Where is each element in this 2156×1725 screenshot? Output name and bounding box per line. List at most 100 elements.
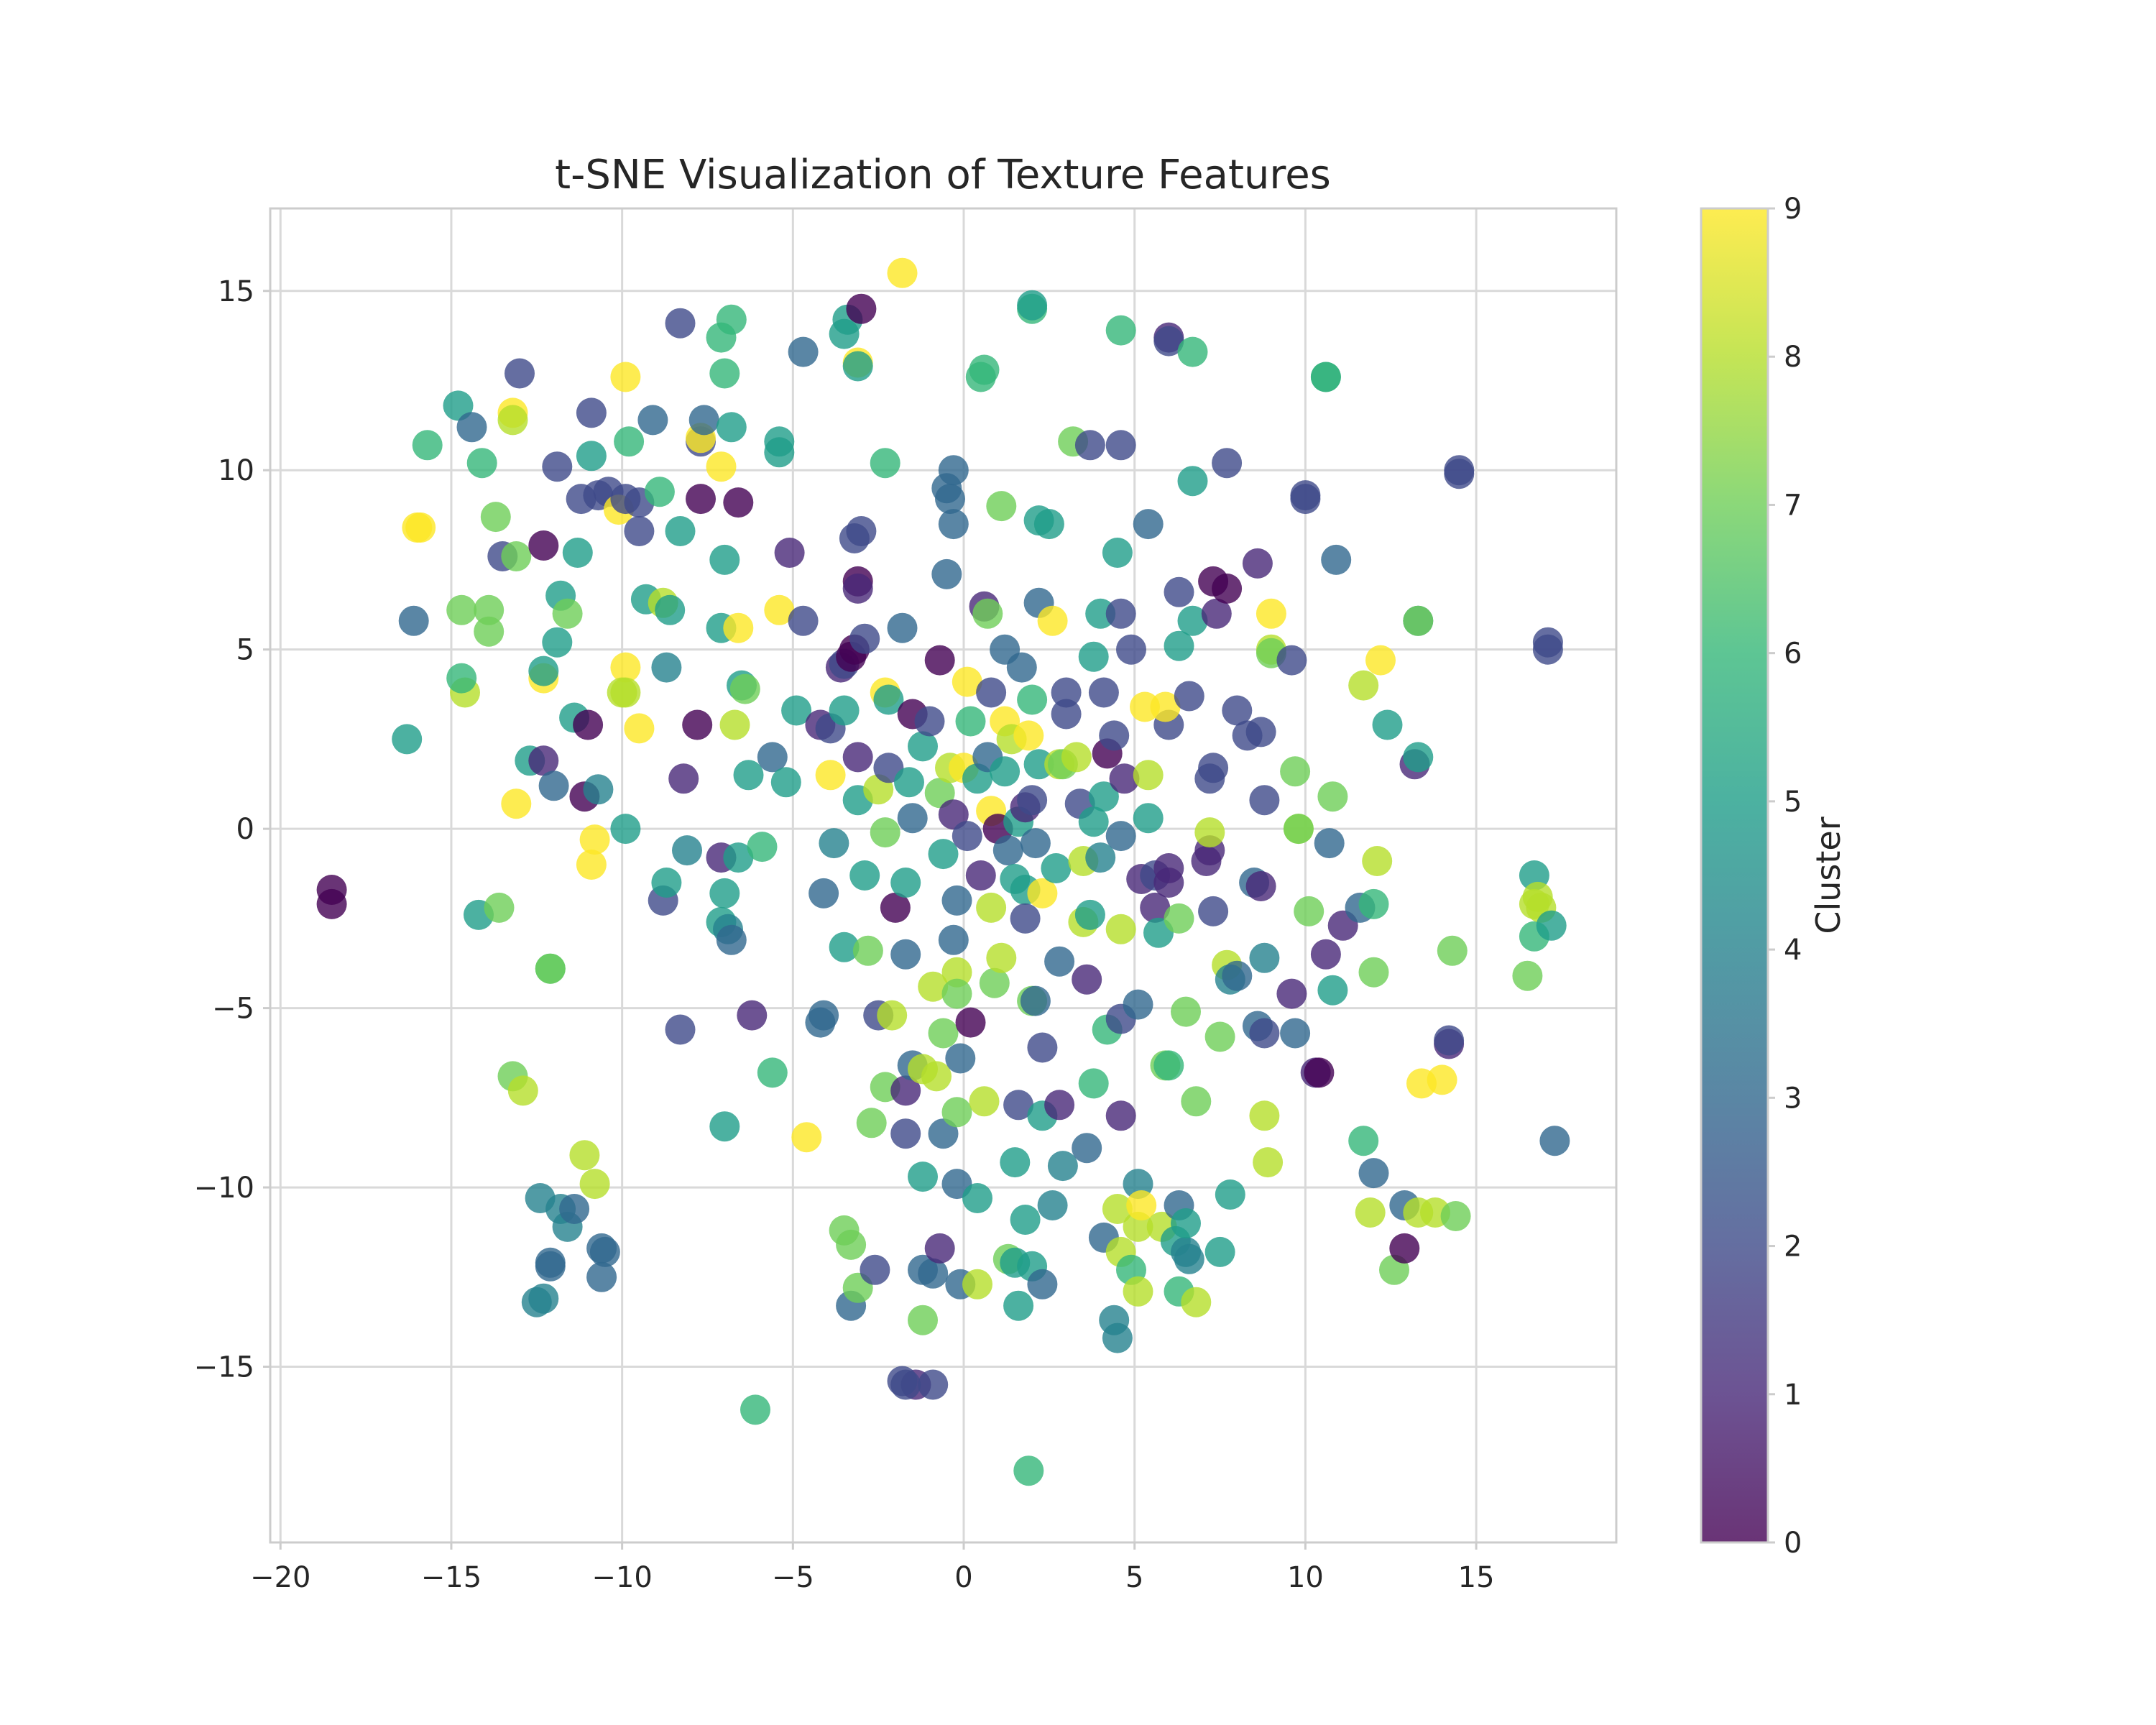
data-point [1013,1455,1044,1486]
colorbar-tick-label: 7 [1784,489,1802,522]
data-point [456,412,487,443]
data-point [955,706,986,737]
data-point [562,538,593,568]
data-point [1174,1243,1204,1274]
data-point [1027,1032,1058,1063]
data-point [1140,892,1171,923]
data-point [1164,630,1194,661]
data-point [1061,742,1092,773]
data-point [1245,717,1276,748]
data-point [644,477,675,507]
x-tick-label: 15 [1458,1561,1495,1594]
data-point [552,598,583,629]
colorbar-ticks: 0 1 2 3 4 5 6 7 8 9 [1768,193,1802,1560]
data-point [921,1061,952,1092]
data-point [655,594,686,625]
data-point [1253,1147,1284,1178]
data-point [890,1118,921,1149]
data-point [870,817,900,848]
data-point [1174,681,1204,712]
data-point [665,516,696,546]
data-point [1099,720,1130,751]
y-tick-label: −15 [194,1351,254,1384]
y-tick-label: −5 [212,993,254,1026]
data-point [1006,652,1037,683]
data-point [1276,978,1307,1009]
x-tick-label: −10 [591,1561,652,1594]
data-point [709,358,740,389]
data-point [1133,509,1164,540]
data-point [1017,785,1048,816]
data-point [808,1000,839,1031]
data-point [610,814,641,845]
data-point [1041,853,1072,883]
data-point [501,541,532,571]
data-point [952,821,982,852]
data-point [1201,598,1232,629]
data-point [764,437,795,468]
data-point [528,656,559,686]
data-point [576,397,607,428]
data-point [908,1305,938,1335]
data-point [829,695,860,726]
data-point [665,1014,696,1045]
data-point [945,1043,976,1074]
data-point [576,441,607,472]
data-point [860,1254,890,1285]
colorbar-tick-label: 6 [1784,638,1802,671]
data-point [941,957,972,988]
data-point [1177,466,1208,497]
data-point [1539,1126,1570,1156]
data-point [1222,695,1253,726]
data-point [723,842,754,873]
data-point [941,1097,972,1128]
data-point [969,1086,1000,1117]
data-point [1013,720,1044,751]
data-point [723,487,754,518]
colorbar-tick-label: 8 [1784,341,1802,374]
data-point [1133,803,1164,834]
data-point [1348,670,1379,701]
data-point [1072,964,1102,995]
data-point [1314,828,1345,859]
data-point [1365,645,1396,676]
data-point [1362,846,1393,876]
data-point [938,799,969,830]
data-point [729,673,760,704]
data-point [1310,362,1341,392]
data-point [842,351,873,382]
colorbar-frame [1700,207,1769,1544]
data-point [1037,605,1068,636]
data-point [890,868,921,898]
data-point [938,509,969,540]
colorbar-tick-label: 9 [1784,193,1802,226]
data-point [986,491,1017,522]
data-point [1164,903,1194,934]
data-point [1440,1201,1471,1231]
plot-frame [269,207,1618,1544]
data-point [1000,1147,1031,1178]
data-point [819,828,849,859]
data-point [952,666,982,697]
data-point [501,788,532,819]
data-point [709,544,740,575]
data-point [938,455,969,486]
data-point [887,612,918,643]
data-point [890,1075,921,1106]
y-tick-label: 15 [218,275,254,308]
data-point [474,594,505,625]
y-tick-label: 5 [236,634,254,667]
data-point [1171,1208,1201,1238]
data-point [688,405,719,436]
data-point [651,652,682,683]
data-point [542,627,573,658]
data-point [1020,985,1051,1016]
colorbar-tick-label: 3 [1784,1082,1802,1115]
data-point [466,448,497,479]
data-point [542,451,573,482]
data-point [918,1369,949,1400]
data-point [709,1111,740,1142]
data-point [992,835,1023,866]
data-point [392,724,423,755]
